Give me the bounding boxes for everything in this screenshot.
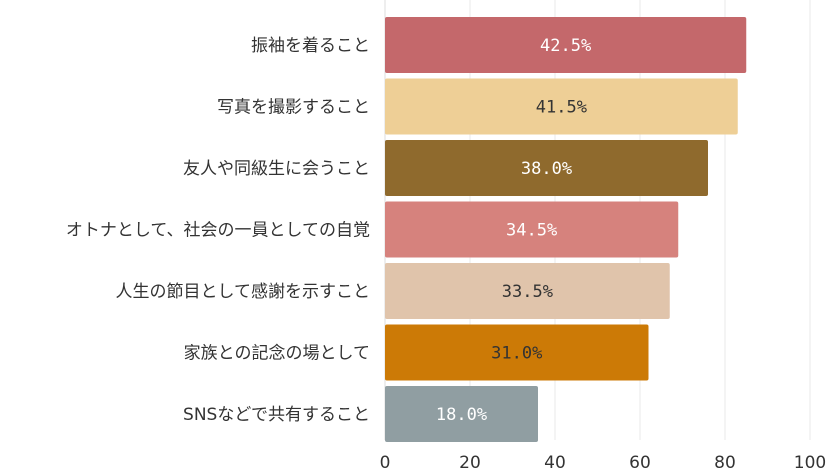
bar-1 xyxy=(385,78,738,135)
data-label-6: 18.0% xyxy=(436,405,487,425)
data-label-4: 33.5% xyxy=(502,282,553,302)
data-label-2: 38.0% xyxy=(521,159,572,179)
bar-6 xyxy=(385,386,538,442)
x-tick-label-60: 60 xyxy=(629,453,651,473)
x-tick-label-80: 80 xyxy=(714,453,736,473)
x-tick-label-20: 20 xyxy=(459,453,481,473)
bar-4 xyxy=(385,263,670,319)
bar-5 xyxy=(385,324,649,381)
category-label-2: 友人や同級生に会うこと xyxy=(183,159,370,179)
x-tick-label-40: 40 xyxy=(544,453,566,473)
category-label-6: SNSなどで共有すること xyxy=(183,405,370,425)
x-tick-label-0: 0 xyxy=(380,453,391,473)
bar-3 xyxy=(385,201,679,258)
bar-0 xyxy=(385,17,747,73)
bar-2 xyxy=(385,140,708,196)
data-label-0: 42.5% xyxy=(540,36,591,56)
data-label-5: 31.0% xyxy=(491,344,542,364)
x-tick-label-100: 100 xyxy=(794,453,826,473)
bars: 42.5% 41.5% 38.0% 34.5% 33.5% 31.0% 18.0% xyxy=(385,17,747,442)
data-label-3: 34.5% xyxy=(506,221,557,241)
category-label-1: 写真を撮影すること xyxy=(217,98,370,118)
category-label-0: 振袖を着ること xyxy=(251,36,370,56)
x-axis-ticks: 0 20 40 60 80 100 xyxy=(380,453,827,473)
category-label-4: 人生の節目として感謝を示すこと xyxy=(116,282,371,302)
data-label-1: 41.5% xyxy=(536,98,587,118)
category-label-3: オトナとして、社会の一員としての自覚 xyxy=(66,221,370,241)
category-labels: 振袖を着ること写真を撮影すること友人や同級生に会うことオトナとして、社会の一員と… xyxy=(66,36,370,425)
category-label-5: 家族との記念の場として xyxy=(184,343,370,364)
